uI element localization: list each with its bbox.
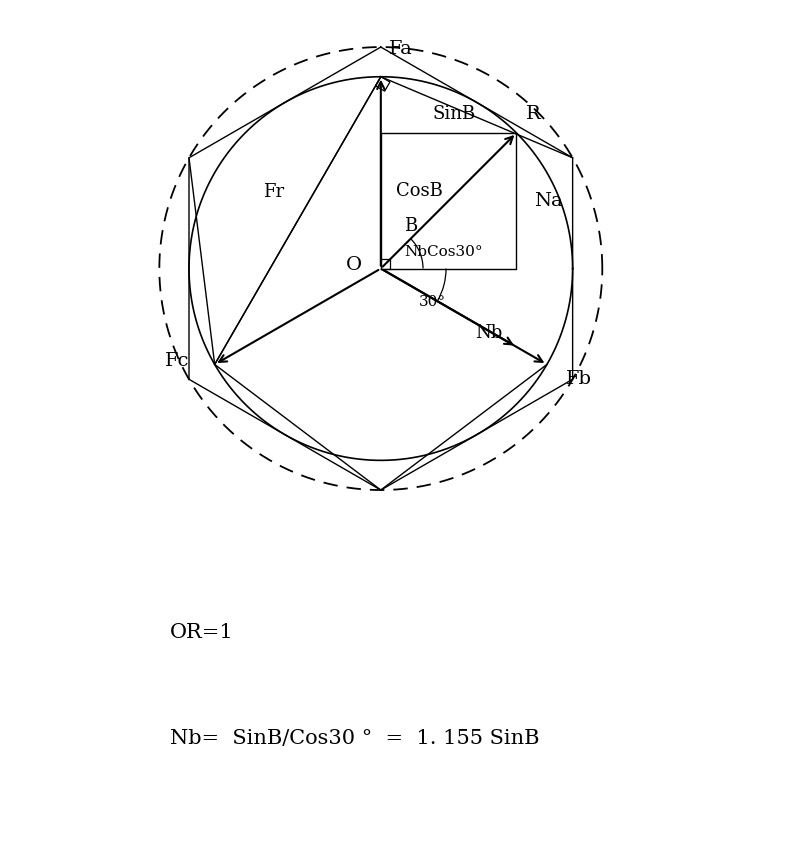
Text: Fa: Fa [389, 40, 412, 57]
Text: R: R [526, 106, 541, 123]
Text: OR=1: OR=1 [170, 624, 234, 642]
Text: CosB: CosB [396, 182, 443, 200]
Text: NbCos30°: NbCos30° [404, 245, 482, 259]
Text: Na: Na [534, 192, 562, 209]
Text: O: O [346, 256, 362, 273]
Text: Nb=  SinB/Cos30 °  =  1. 155 SinB: Nb= SinB/Cos30 ° = 1. 155 SinB [170, 729, 539, 748]
Text: 30°: 30° [419, 295, 446, 310]
Text: B: B [404, 218, 417, 235]
Text: Fb: Fb [566, 371, 592, 388]
Text: SinB: SinB [433, 106, 476, 123]
Text: Nb: Nb [475, 323, 502, 342]
Text: Fr: Fr [263, 183, 284, 202]
Text: Fc: Fc [166, 352, 190, 370]
